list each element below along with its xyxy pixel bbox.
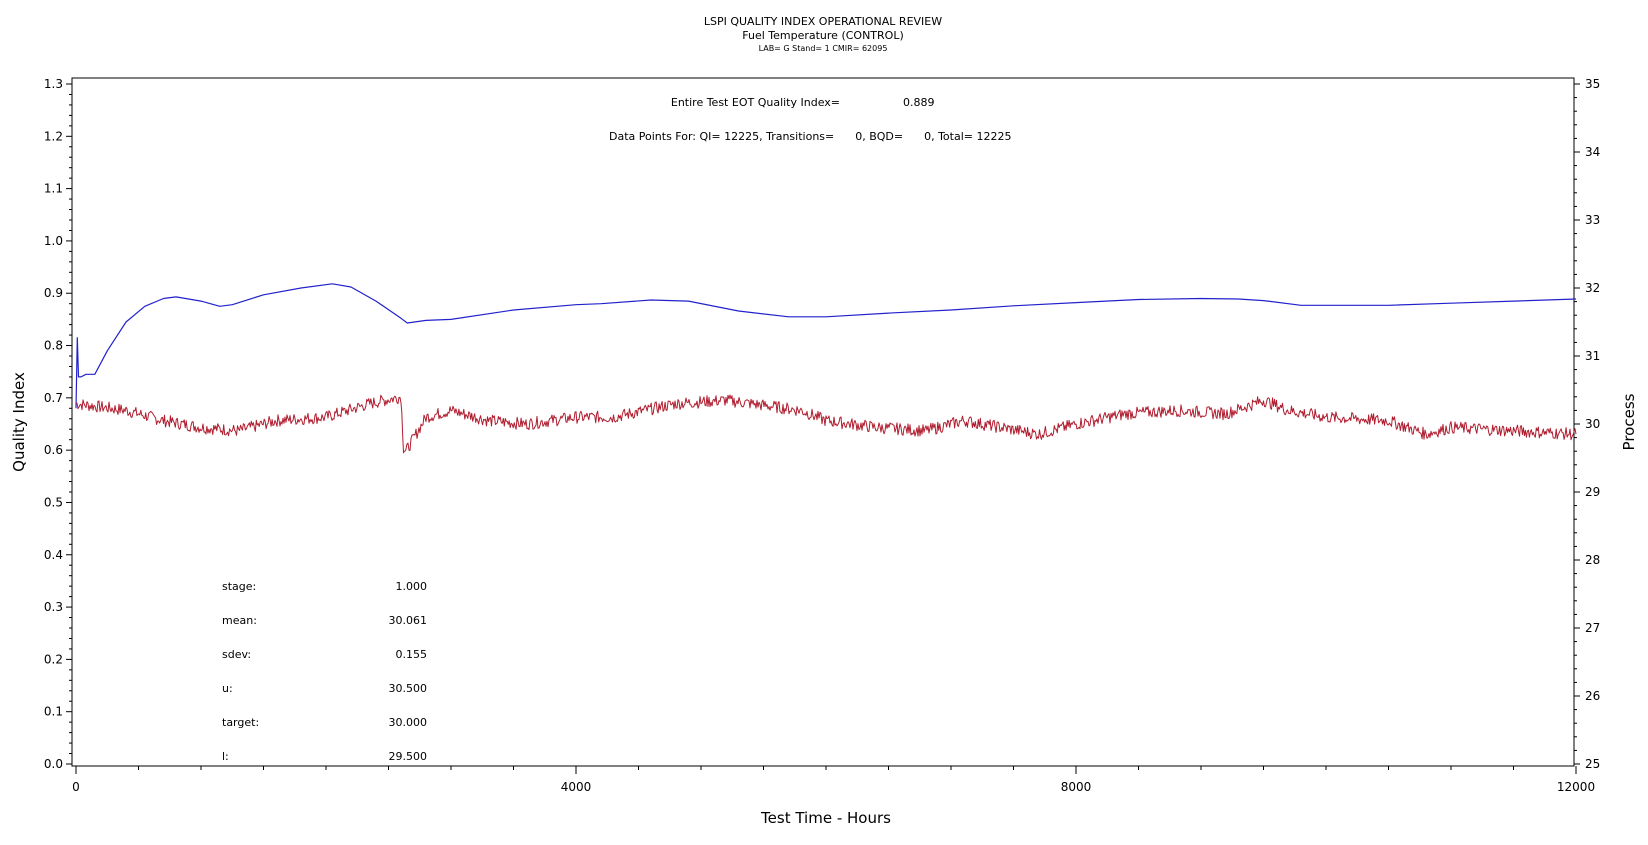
y-tick-label: 1.3	[44, 77, 63, 91]
y-tick-label: 0.3	[44, 600, 63, 614]
y2-tick-label: 32	[1585, 281, 1600, 295]
eot-value: 0.889	[903, 96, 935, 109]
x-tick-label: 0	[72, 780, 80, 794]
y-tick-label: 0.0	[44, 757, 63, 771]
stat-label: l:	[222, 750, 229, 763]
x-tick-label: 4000	[561, 780, 592, 794]
y2-tick-label: 27	[1585, 621, 1600, 635]
x-axis-label: Test Time - Hours	[760, 809, 891, 827]
y-tick-label: 0.2	[44, 652, 63, 666]
x-tick-label: 12000	[1557, 780, 1595, 794]
plot-frame	[71, 77, 1575, 767]
y-tick-label: 0.7	[44, 391, 63, 405]
y-tick-label: 1.0	[44, 234, 63, 248]
y-tick-label: 0.1	[44, 705, 63, 719]
y2-tick-label: 34	[1585, 145, 1600, 159]
stat-value: 0.155	[396, 648, 428, 661]
y-tick-label: 1.2	[44, 129, 63, 143]
stats-table: stage: 1.000 mean: 30.061 sdev: 0.155 u: 30.500…	[222, 580, 427, 763]
y2-tick-label: 28	[1585, 553, 1600, 567]
chart-detail: LAB= G Stand= 1 CMIR= 62095	[759, 44, 888, 53]
y2-tick-label: 33	[1585, 213, 1600, 227]
y2-tick-label: 31	[1585, 349, 1600, 363]
chart-title: LSPI QUALITY INDEX OPERATIONAL REVIEW	[704, 15, 942, 28]
stat-value: 1.000	[396, 580, 428, 593]
stat-label: sdev:	[222, 648, 251, 661]
y-axis-label: Quality Index	[10, 372, 28, 472]
y2-axis-label: Process	[1620, 393, 1638, 450]
x-axis-ticks: 0 4000 8000 12000	[72, 766, 1595, 794]
y-tick-label: 0.9	[44, 286, 63, 300]
y2-tick-label: 26	[1585, 689, 1600, 703]
y2-tick-label: 30	[1585, 417, 1600, 431]
y2-tick-label: 35	[1585, 77, 1600, 91]
stat-label: target:	[222, 716, 259, 729]
x-tick-label: 8000	[1061, 780, 1092, 794]
y-tick-label: 0.8	[44, 339, 63, 353]
data-points-note: Data Points For: QI= 12225, Transitions=…	[609, 130, 1011, 143]
y-axis-ticks: 0.0 0.1 0.2 0.3 0.4 0.5 0.6 0.7 0.8 0.9 1.0 1.1 1.2 1…	[44, 77, 72, 771]
stat-label: stage:	[222, 580, 256, 593]
eot-label: Entire Test EOT Quality Index=	[671, 96, 840, 109]
process-series-line	[75, 394, 1577, 454]
y-tick-label: 0.5	[44, 495, 63, 509]
y2-axis-ticks: 25 26 27 28 29 30 31 32 33 34 35	[1574, 77, 1600, 771]
y-tick-label: 1.1	[44, 182, 63, 196]
stat-label: mean:	[222, 614, 257, 627]
stat-value: 30.000	[389, 716, 428, 729]
y2-tick-label: 25	[1585, 757, 1600, 771]
y-tick-label: 0.4	[44, 548, 63, 562]
y2-tick-label: 29	[1585, 485, 1600, 499]
stat-value: 29.500	[389, 750, 428, 763]
stat-value: 30.500	[389, 682, 428, 695]
chart-subtitle: Fuel Temperature (CONTROL)	[742, 29, 904, 42]
series-layer	[75, 283, 1577, 454]
stat-value: 30.061	[389, 614, 428, 627]
y-tick-label: 0.6	[44, 443, 63, 457]
quality-index-series-line	[75, 283, 1577, 409]
stat-label: u:	[222, 682, 233, 695]
